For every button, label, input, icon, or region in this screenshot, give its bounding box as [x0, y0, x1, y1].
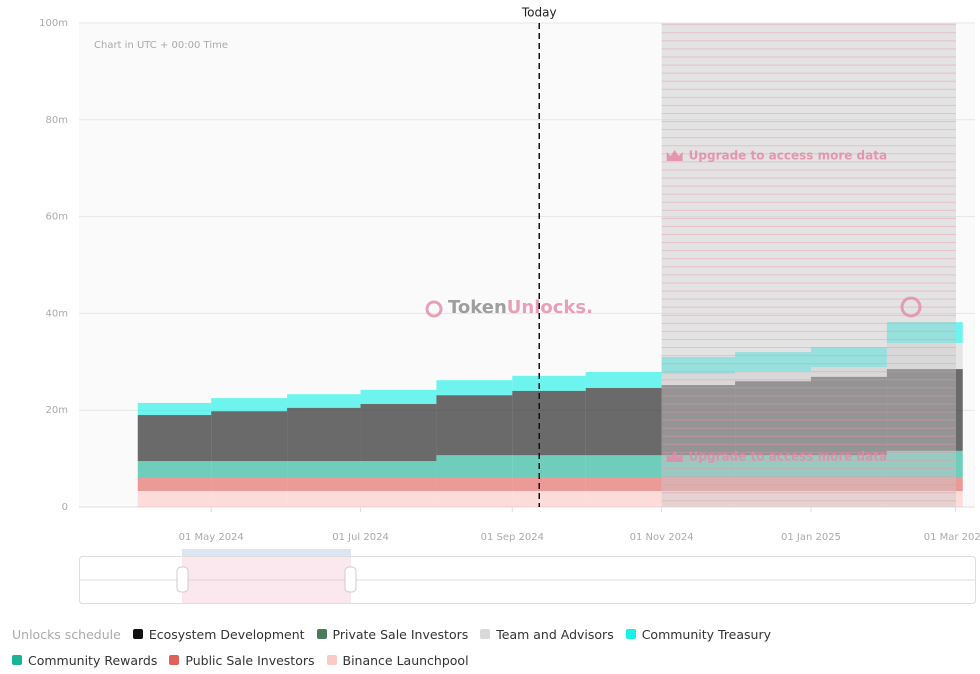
area-step [360, 491, 437, 507]
today-label: Today [521, 6, 557, 20]
area-step [137, 402, 212, 416]
navigator-handle[interactable] [344, 566, 357, 593]
y-tick-label: 20m [46, 405, 68, 416]
area-step [211, 491, 288, 507]
area-step [287, 491, 361, 507]
legend-label: Community Treasury [641, 626, 772, 642]
area-step [360, 403, 437, 462]
legend-item[interactable]: Community Treasury [625, 624, 772, 644]
area-step [287, 394, 361, 408]
legend-label: Community Rewards [28, 652, 158, 668]
area-step [436, 395, 513, 456]
area-step [436, 380, 513, 396]
area-step [211, 398, 288, 412]
lock-icon [900, 296, 922, 318]
legend-label: Private Sale Investors [332, 626, 469, 642]
area-step [211, 477, 288, 492]
x-tick-label: 01 Jan 2025 [781, 532, 841, 543]
legend-swatch [480, 629, 491, 639]
navigator-selection[interactable] [182, 557, 351, 603]
area-step [585, 455, 662, 478]
upgrade-text: Upgrade to access more data [689, 149, 887, 163]
area-step [137, 491, 212, 507]
area-step [436, 491, 513, 507]
area-step [287, 407, 361, 462]
area-step [211, 461, 288, 478]
legend-swatch [132, 629, 143, 639]
area-step [585, 371, 662, 388]
crown-icon [666, 451, 683, 462]
legend: Unlocks schedule Ecosystem Development Pri… [12, 624, 892, 670]
area-step [287, 477, 361, 492]
legend-item[interactable]: Team and Advisors [480, 624, 614, 644]
x-tick-label: 01 Mar 2025 [924, 532, 980, 543]
area-step [211, 411, 288, 462]
legend-swatch [625, 629, 636, 639]
legend-item[interactable]: Binance Launchpool [326, 650, 469, 670]
legend-label: Public Sale Investors [185, 652, 315, 668]
legend-label: Team and Advisors [496, 626, 614, 642]
legend-title: Unlocks schedule [12, 626, 121, 642]
upgrade-text: Upgrade to access more data [689, 450, 887, 464]
x-tick-label: 01 Sep 2024 [481, 532, 544, 543]
area-step [512, 375, 586, 391]
area-step [512, 455, 586, 478]
legend-item[interactable]: Community Rewards [12, 650, 157, 670]
crown-icon [666, 150, 683, 161]
logo-icon [425, 300, 443, 318]
navigator-scrollbar[interactable] [182, 549, 351, 556]
area-step [512, 390, 586, 456]
area-step [137, 477, 212, 492]
area-step [137, 415, 212, 462]
watermark-part: Token [448, 297, 507, 318]
x-tick-label: 01 Jul 2024 [332, 532, 389, 543]
legend-swatch [316, 629, 327, 639]
area-step [436, 477, 513, 492]
area-step [585, 491, 662, 507]
x-tick-label: 01 May 2024 [179, 532, 244, 543]
legend-swatch [326, 655, 337, 665]
navigator-handle[interactable] [176, 566, 189, 593]
legend-label: Binance Launchpool [342, 652, 469, 668]
area-step [512, 491, 586, 507]
watermark: TokenUnlocks. [448, 297, 593, 318]
legend-swatch [169, 655, 180, 665]
legend-item[interactable]: Ecosystem Development [132, 624, 305, 644]
y-tick-label: 0 [62, 502, 68, 513]
legend-label: Ecosystem Development [148, 626, 305, 642]
legend-item[interactable]: Private Sale Investors [316, 624, 469, 644]
y-tick-label: 60m [46, 212, 68, 223]
locked-region [661, 23, 956, 507]
y-tick-label: 80m [46, 115, 68, 126]
legend-swatch [12, 655, 22, 665]
area-step [585, 477, 662, 492]
chart-note: Chart in UTC + 00:00 Time [94, 40, 228, 51]
area-step [360, 477, 437, 492]
area-step [436, 455, 513, 478]
area-step [137, 461, 212, 478]
area-step [512, 477, 586, 492]
area-step [287, 461, 361, 478]
legend-item[interactable]: Public Sale Investors [169, 650, 315, 670]
area-step [585, 387, 662, 456]
y-tick-label: 100m [39, 18, 68, 29]
area-step [360, 389, 437, 404]
y-tick-label: 40m [46, 308, 68, 319]
watermark-part: Unlocks. [507, 297, 593, 318]
area-step [360, 461, 437, 478]
x-tick-label: 01 Nov 2024 [630, 532, 694, 543]
